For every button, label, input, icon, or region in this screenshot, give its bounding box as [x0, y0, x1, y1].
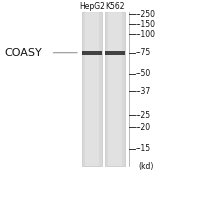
Bar	[85, 12, 99, 166]
Bar	[105, 12, 125, 166]
Text: --75: --75	[136, 48, 151, 57]
Text: COASY: COASY	[5, 48, 42, 58]
Bar	[105, 51, 125, 55]
Text: K562: K562	[105, 2, 125, 11]
Bar	[108, 12, 122, 166]
Text: --50: --50	[136, 69, 151, 78]
Bar	[82, 51, 102, 55]
Text: --250: --250	[136, 10, 156, 19]
Text: --37: --37	[136, 87, 151, 96]
Text: HepG2: HepG2	[79, 2, 105, 11]
Text: --150: --150	[136, 20, 156, 29]
Bar	[82, 12, 102, 166]
Text: --25: --25	[136, 111, 151, 120]
Text: --15: --15	[136, 144, 151, 153]
Text: (kd): (kd)	[138, 162, 153, 171]
Text: --20: --20	[136, 123, 151, 132]
Text: --100: --100	[136, 30, 156, 39]
